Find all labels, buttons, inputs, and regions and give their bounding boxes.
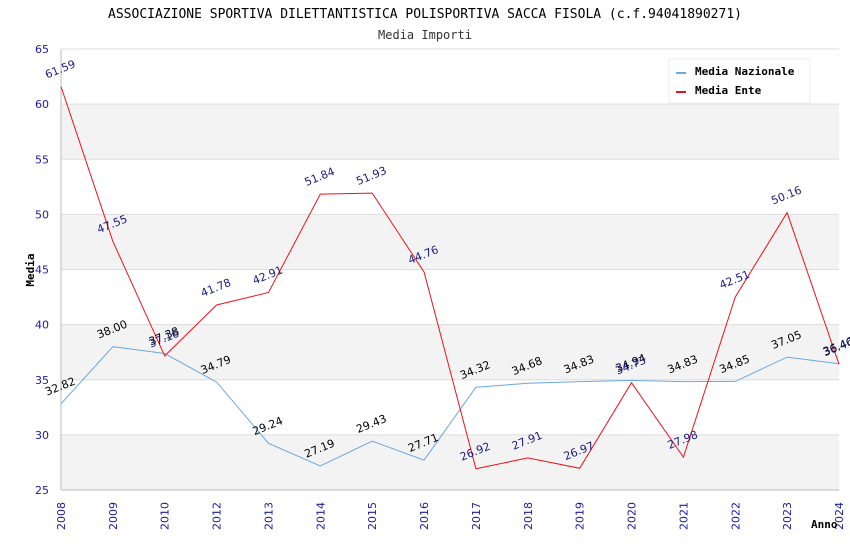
- y-tick-label: 25: [35, 484, 49, 497]
- legend-label-media-ente: Media Ente: [695, 84, 762, 97]
- grid-band: [61, 434, 839, 490]
- series-lines: [60, 86, 840, 470]
- grid-band: [61, 214, 839, 270]
- grid-band: [61, 104, 839, 160]
- x-tick-label: 2021: [677, 502, 690, 530]
- chart-title: ASSOCIAZIONE SPORTIVA DILETTANTISTICA PO…: [108, 7, 742, 22]
- x-tick-label: 2009: [107, 502, 120, 530]
- x-tick-label: 2013: [262, 502, 275, 530]
- grid-band: [61, 159, 839, 215]
- x-tick-labels: 2008 2009 2010 2012 2013 2014 2015 2016 2017 2018…: [55, 502, 846, 530]
- y-tick-label: 45: [35, 264, 49, 277]
- x-tick-label: 2020: [626, 502, 639, 530]
- y-tick-labels: 25 30 35 40 45 50 55 60 65: [35, 43, 49, 497]
- x-axis-label: Anno: [811, 518, 838, 531]
- x-tick-label: 2008: [55, 502, 68, 530]
- x-tick-label: 2017: [470, 502, 483, 530]
- y-tick-label: 60: [35, 98, 49, 111]
- y-tick-label: 65: [35, 43, 49, 56]
- chart-subtitle: Media Importi: [378, 28, 472, 42]
- series-line-media-nazionale: [60, 346, 840, 467]
- x-tick-label: 2014: [314, 502, 327, 530]
- x-tick-label: 2022: [729, 502, 742, 530]
- y-axis-label: Media: [24, 253, 37, 286]
- x-tick-label: 2023: [781, 502, 794, 530]
- y-tick-label: 35: [35, 374, 49, 387]
- grid-bands: [61, 49, 839, 490]
- legend: Media Nazionale Media Ente: [668, 58, 811, 104]
- y-tick-label: 40: [35, 319, 49, 332]
- legend-box: [668, 58, 811, 104]
- y-tick-label: 55: [35, 153, 49, 166]
- y-tick-label: 50: [35, 208, 49, 221]
- x-tick-label: 2010: [159, 502, 172, 530]
- x-tick-label: 2016: [418, 502, 431, 530]
- series-line-media-ente: [60, 86, 840, 470]
- x-tick-label: 2015: [366, 502, 379, 530]
- y-tick-label: 30: [35, 429, 49, 442]
- x-tick-label: 2018: [522, 502, 535, 530]
- x-tick-label: 2024: [833, 502, 846, 530]
- grid-band: [61, 379, 839, 435]
- x-tick-label: 2019: [574, 502, 587, 530]
- legend-label-media-nazionale: Media Nazionale: [695, 65, 795, 78]
- grid-band: [61, 269, 839, 325]
- x-tick-label: 2012: [211, 502, 224, 530]
